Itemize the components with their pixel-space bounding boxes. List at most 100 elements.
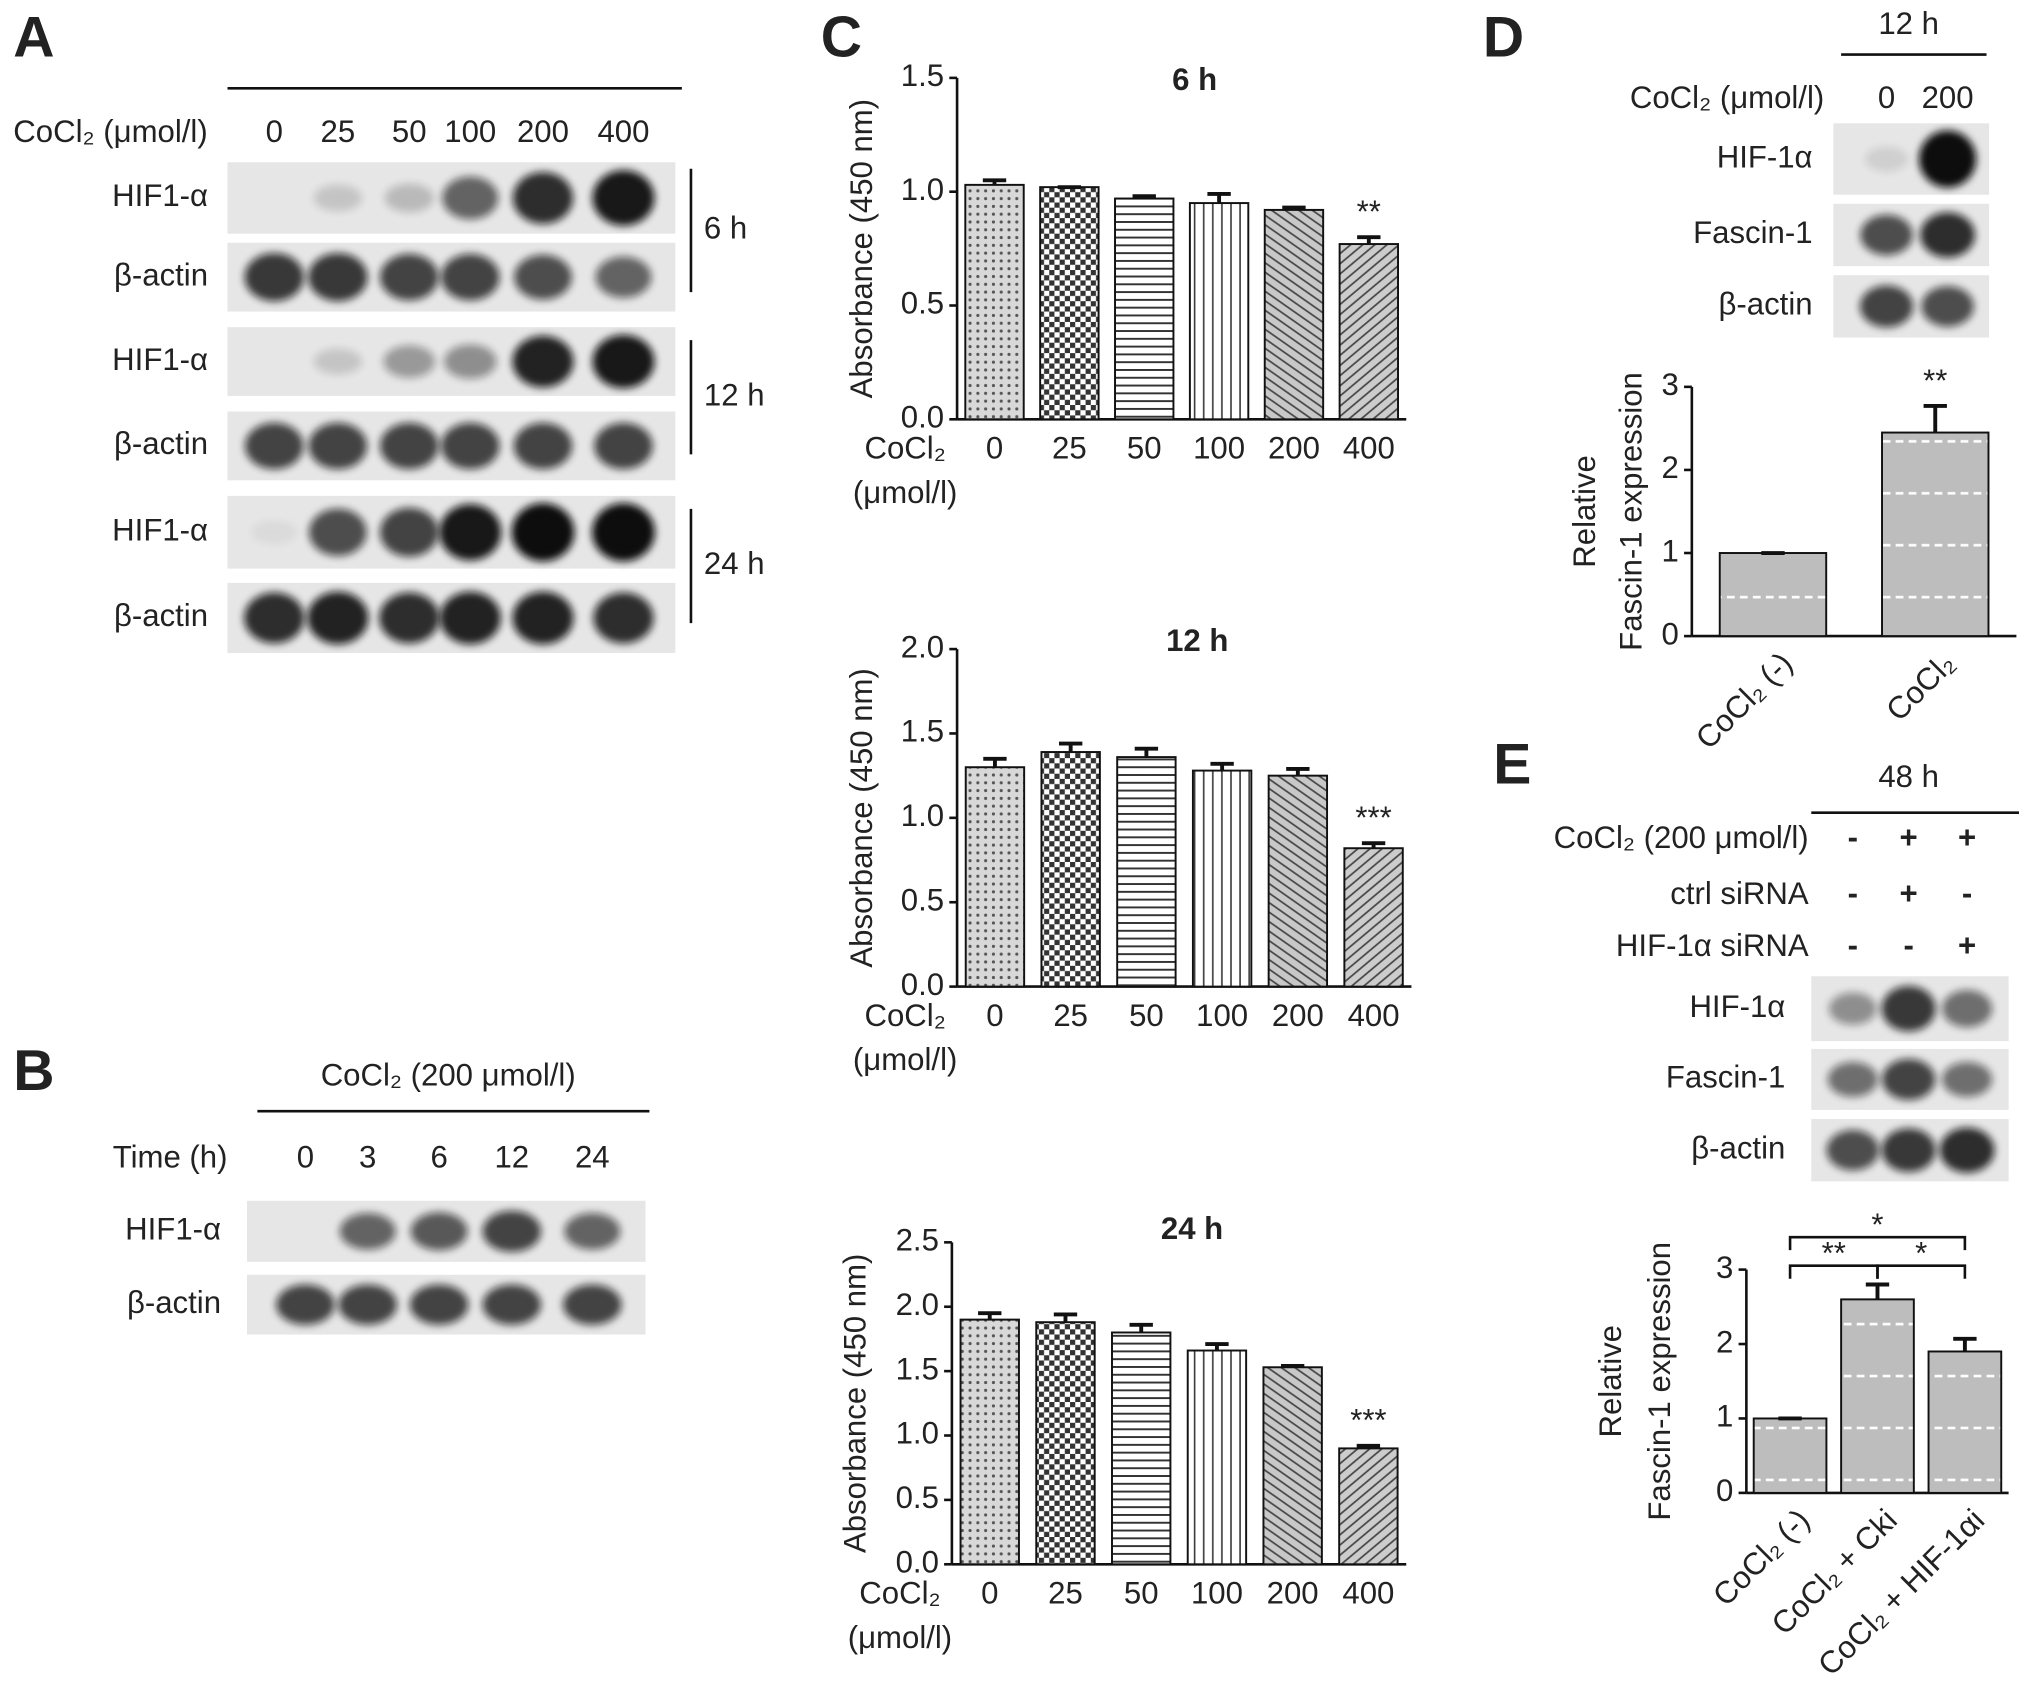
bar — [1191, 769, 1253, 988]
blot-band — [409, 1284, 469, 1325]
blot-band — [250, 520, 298, 545]
x-tick-label: 400 — [1343, 431, 1395, 466]
treatment-label: CoCl₂ (μmol/l) — [1630, 80, 1824, 115]
blot-band — [592, 170, 655, 226]
blot-band — [1919, 130, 1977, 188]
error-bar — [1280, 1364, 1305, 1368]
blot-band — [410, 1212, 468, 1251]
significance-label: ** — [1822, 1236, 1846, 1271]
blot-band — [309, 508, 367, 556]
y-tick-label: 1.5 — [901, 714, 944, 749]
treatment-label: CoCl₂ (μmol/l) — [13, 114, 207, 149]
blot-band — [512, 172, 574, 224]
x-tick-label: 0 — [986, 431, 1003, 466]
y-tick-label: 0 — [1716, 1473, 1733, 1508]
bar — [1927, 1350, 2003, 1494]
lane-title: Time (h) — [113, 1139, 228, 1174]
x-axis-label: (μmol/l) — [853, 475, 957, 510]
lane-label: 24 — [575, 1139, 610, 1174]
lane-label: 6 — [430, 1139, 447, 1174]
blot-band — [383, 345, 436, 378]
error-bar — [978, 1311, 1002, 1320]
condition-label: ctrl siRNA — [1670, 876, 1809, 911]
error-bar — [1207, 192, 1231, 204]
condition-sign: + — [1958, 928, 1976, 963]
significance-label: ** — [1923, 363, 1947, 398]
blot-band — [338, 1284, 397, 1325]
blot-band — [1942, 990, 1993, 1028]
y-tick-label: 1.5 — [896, 1351, 939, 1386]
x-tick-label: 200 — [1268, 431, 1320, 466]
significance-label: *** — [1350, 1403, 1386, 1438]
treatment-label: CoCl₂ (200 μmol/l) — [321, 1058, 576, 1093]
error-bar — [1923, 404, 1947, 433]
y-tick-label: 1.5 — [901, 58, 944, 93]
time-label: 12 h — [704, 377, 765, 412]
bar — [1116, 756, 1177, 988]
blot-band — [379, 592, 440, 644]
row-label: β-actin — [127, 1285, 221, 1320]
lane-label: 0 — [1878, 80, 1895, 115]
blot-band — [442, 176, 499, 220]
y-tick-label: 0.5 — [901, 882, 944, 917]
error-bar — [1357, 235, 1381, 245]
blot-band — [592, 334, 655, 389]
panel-letter: D — [1483, 6, 1524, 70]
y-tick-label: 1 — [1662, 533, 1679, 568]
bar — [1338, 243, 1399, 421]
blot-band — [1826, 1129, 1880, 1171]
y-tick-label: 2 — [1716, 1324, 1733, 1359]
blot-band — [595, 256, 652, 298]
panel-letter: C — [821, 6, 862, 70]
error-bar — [1865, 1282, 1890, 1300]
bar — [1267, 774, 1329, 988]
lane-label: 3 — [359, 1139, 376, 1174]
lane-label: 12 — [494, 1139, 529, 1174]
blot-band — [443, 344, 497, 379]
y-tick-label: 1.0 — [901, 798, 944, 833]
blot-band — [482, 1210, 542, 1252]
condition-sign: - — [1848, 876, 1858, 911]
row-label: β-actin — [1691, 1130, 1785, 1165]
lane-label: 200 — [517, 114, 569, 149]
blot-band — [308, 253, 368, 302]
blot-band — [308, 422, 368, 470]
y-tick-label: 3 — [1662, 367, 1679, 402]
blot-band — [512, 591, 574, 645]
y-tick-label: 2.5 — [896, 1223, 939, 1258]
y-tick-label: 3 — [1716, 1250, 1733, 1285]
y-axis-label: Relative — [1593, 1325, 1628, 1438]
row-label: Fascin-1 — [1693, 215, 1812, 250]
blot-band — [244, 592, 305, 644]
blot-band — [482, 1284, 542, 1325]
x-tick-label: 50 — [1129, 998, 1164, 1033]
blot-band — [513, 422, 573, 470]
row-label: HIF-1α — [1717, 139, 1813, 174]
condition-label: CoCl₂ (200 μmol/l) — [1554, 820, 1809, 855]
condition-sign: + — [1958, 820, 1976, 855]
error-bar — [1286, 766, 1310, 776]
y-tick-label: 2 — [1662, 450, 1679, 485]
y-tick-label: 0.0 — [901, 967, 944, 1002]
lane-label: 50 — [392, 114, 427, 149]
chart-title: 24 h — [1161, 1211, 1223, 1246]
bar — [1752, 1417, 1828, 1494]
row-label: β-actin — [114, 257, 208, 292]
condition-sign: - — [1848, 928, 1858, 963]
blot-band — [440, 422, 500, 470]
bar — [1040, 751, 1101, 988]
significance-label: * — [1915, 1236, 1927, 1271]
blot-band — [439, 591, 501, 645]
row-label: HIF1-α — [112, 512, 208, 547]
bar — [1114, 197, 1175, 421]
blot-band — [1881, 985, 1936, 1032]
row-label: HIF1-α — [112, 178, 208, 213]
error-bar — [1361, 841, 1386, 849]
y-axis-label: Absorbance (450 nm) — [844, 99, 879, 398]
blot-band — [379, 422, 439, 470]
bar — [1035, 1321, 1096, 1566]
error-bar — [1053, 1312, 1078, 1323]
condition-sign: + — [1900, 876, 1918, 911]
x-tick-label: 50 — [1124, 1576, 1159, 1611]
